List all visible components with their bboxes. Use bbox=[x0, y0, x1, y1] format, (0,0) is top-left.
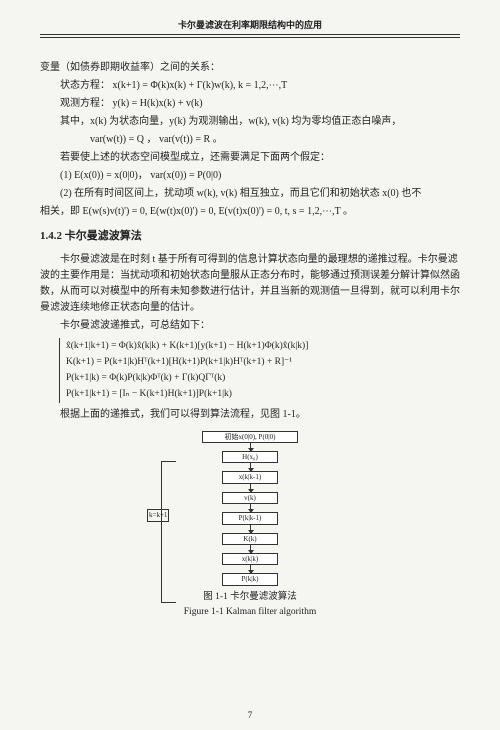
body-paragraph-3: 根据上面的递推式，我们可以得到算法流程，见图 1-1。 bbox=[40, 407, 460, 423]
body-paragraph-1: 卡尔曼滤波是在时刻 t 基于所有可得到的信息计算状态向量的最理想的递推过程。卡尔… bbox=[40, 252, 460, 316]
page-header: 卡尔曼滤波在利率期限结构中的应用 bbox=[40, 18, 460, 35]
intro-line: 变量（如债券即期收益率）之间的关系： bbox=[40, 60, 460, 76]
state-eq-label: 状态方程： bbox=[60, 80, 110, 91]
body-paragraph-2: 卡尔曼滤波递推式，可总结如下： bbox=[40, 318, 460, 334]
assumption-1: (1) E(x(0)) = x(0|0)， var(x(0)) = P(0|0) bbox=[60, 168, 460, 184]
equation-3: P(k+1|k) = Φ(k)P(k|k)Φᵀ(k) + Γ(k)QΓᵀ(k) bbox=[66, 370, 460, 386]
loop-label: k=k+1 bbox=[147, 509, 169, 522]
state-equation: 状态方程： x(k+1) = Φ(k)x(k) + Γ(k)w(k), k = … bbox=[60, 78, 460, 94]
assumption-2b: 相关，即 E(w(s)v(t)') = 0, E(w(t)x(0)') = 0,… bbox=[40, 204, 460, 220]
assumption-2a: (2) 在所有时间区间上，扰动项 w(k), v(k) 相互独立，而且它们和初始… bbox=[60, 186, 460, 202]
flow-node-5: P(k|k-1) bbox=[222, 512, 278, 524]
header-rule bbox=[40, 37, 460, 38]
equation-4: P(k+1|k+1) = [Iₙ − K(k+1)H(k+1)]P(k+1|k) bbox=[66, 386, 460, 402]
equation-1: x̂(k+1|k+1) = Φ(k)x̂(k|k) + K(k+1)[y(k+1… bbox=[66, 338, 460, 354]
arrow-icon bbox=[250, 443, 251, 451]
flow-node-8: P(k|k) bbox=[222, 573, 278, 585]
figure-caption-en: Figure 1-1 Kalman filter algorithm bbox=[40, 605, 460, 620]
flow-node-1: H(x₀) bbox=[222, 451, 278, 463]
flow-node-2: x(k|k-1) bbox=[222, 471, 278, 483]
flow-node-6: K(k) bbox=[222, 533, 278, 545]
arrow-icon bbox=[250, 504, 251, 512]
obs-eq-label: 观测方程： bbox=[60, 98, 110, 109]
arrow-icon bbox=[250, 565, 251, 573]
page-number: 7 bbox=[0, 710, 500, 720]
assume-intro: 若要使上述的状态空间模型成立，还需要满足下面两个假定： bbox=[40, 150, 460, 166]
where-line: 其中，x(k) 为状态向量，y(k) 为观测输出，w(k), v(k) 均为零均… bbox=[40, 114, 460, 130]
figure-caption-zh: 图 1-1 卡尔曼滤波算法 bbox=[40, 590, 460, 605]
arrow-icon bbox=[250, 545, 251, 553]
flowchart: k=k+1 初始x(0|0), P(0|0) H(x₀) x(k|k-1) v(… bbox=[175, 431, 325, 586]
arrow-icon bbox=[250, 463, 251, 471]
equation-2: K(k+1) = P(k+1|k)Hᵀ(k+1)[H(k+1)P(k+1|k)H… bbox=[66, 354, 460, 370]
flow-node-4: v(k) bbox=[222, 492, 278, 504]
state-eq-formula: x(k+1) = Φ(k)x(k) + Γ(k)w(k), k = 1,2,⋯,… bbox=[113, 80, 288, 91]
obs-equation: 观测方程： y(k) = H(k)x(k) + v(k) bbox=[60, 96, 460, 112]
var-line: var(w(t)) = Q ， var(v(t)) = R 。 bbox=[90, 132, 460, 148]
loop-line bbox=[161, 461, 176, 603]
flow-node-init: 初始x(0|0), P(0|0) bbox=[202, 431, 298, 443]
equation-block: x̂(k+1|k+1) = Φ(k)x̂(k|k) + K(k+1)[y(k+1… bbox=[59, 338, 460, 403]
arrow-icon bbox=[250, 484, 251, 492]
section-title: 1.4.2 卡尔曼滤波算法 bbox=[40, 228, 460, 246]
arrow-icon bbox=[250, 525, 251, 533]
obs-eq-formula: y(k) = H(k)x(k) + v(k) bbox=[113, 98, 203, 109]
page-content: 卡尔曼滤波在利率期限结构中的应用 变量（如债券即期收益率）之间的关系： 状态方程… bbox=[0, 0, 500, 630]
flow-node-7: x(k|k) bbox=[222, 553, 278, 565]
where-text: 其中，x(k) 为状态向量，y(k) 为观测输出，w(k), v(k) 均为零均… bbox=[60, 116, 401, 127]
assumption-2b-text: 相关，即 E(w(s)v(t)') = 0, E(w(t)x(0)') = 0,… bbox=[40, 206, 353, 217]
